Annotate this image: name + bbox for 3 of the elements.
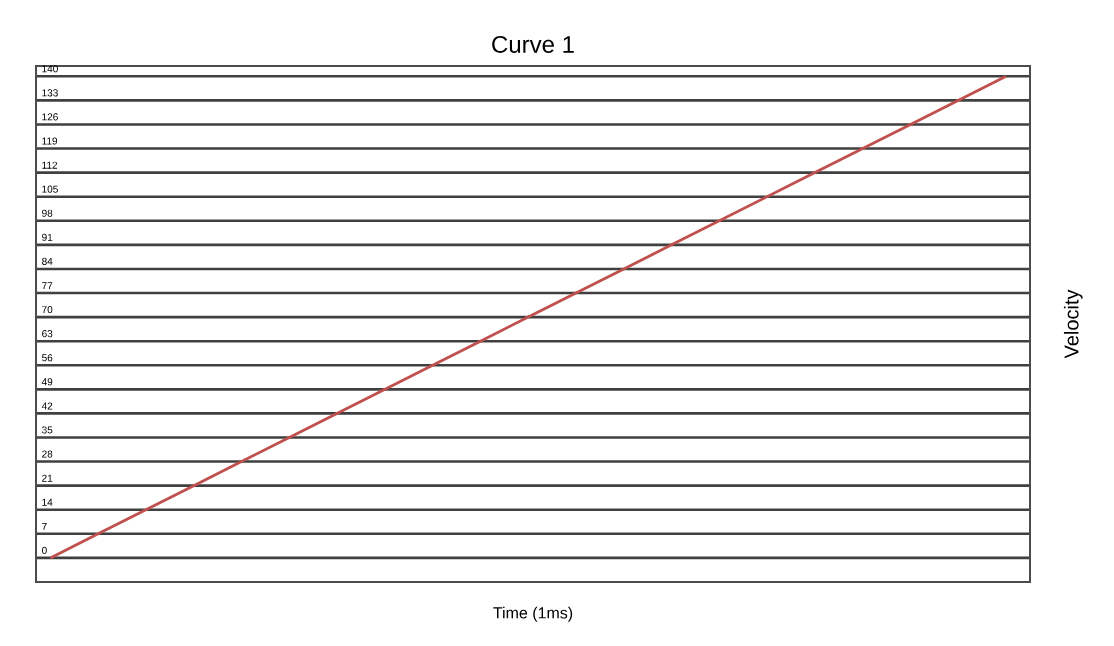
- chart-title: Curve 1: [492, 35, 574, 53]
- y-axis-title: Velocity: [1063, 289, 1083, 359]
- x-axis-title: Time (1ms): [493, 606, 573, 622]
